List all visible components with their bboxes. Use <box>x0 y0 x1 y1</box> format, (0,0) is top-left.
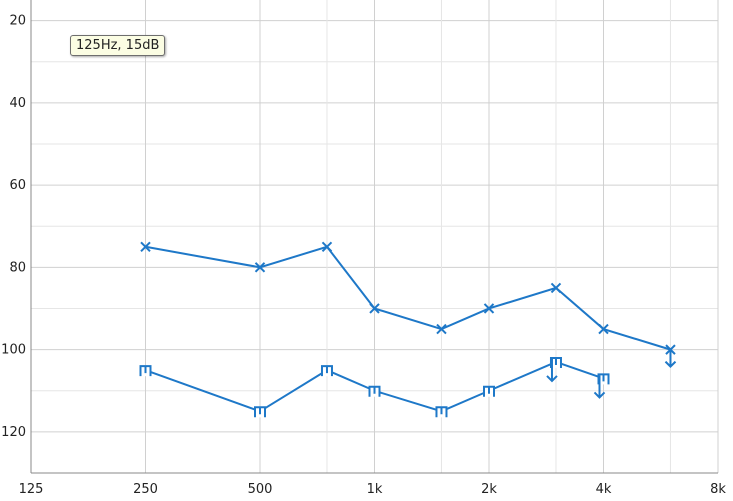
chart-grid <box>30 0 719 473</box>
y-tick-label: 100 <box>1 343 26 358</box>
x-tick-label: 500 <box>248 482 273 497</box>
bracket-marker <box>549 356 562 368</box>
x-tick-label: 4k <box>596 482 612 497</box>
x-marker-stroke <box>598 323 609 335</box>
y-tick-label: 60 <box>9 178 26 193</box>
bracket-marker <box>139 365 152 377</box>
bracket-marker <box>483 385 495 397</box>
x-marker-stroke <box>436 323 447 335</box>
x-marker <box>436 323 447 335</box>
bracket-marker-stroke <box>139 365 152 377</box>
series-line <box>145 360 604 413</box>
no-response-arrow <box>664 349 677 369</box>
x-marker <box>369 303 380 314</box>
bracket-marker-stroke <box>549 356 562 368</box>
x-marker-stroke <box>321 241 333 252</box>
x-marker-stroke <box>483 303 495 314</box>
x-marker-stroke <box>140 241 151 252</box>
bracket-marker-stroke <box>483 385 495 397</box>
x-marker <box>550 282 562 294</box>
arrow-head <box>593 391 606 399</box>
x-marker-stroke <box>550 282 562 294</box>
bracket-marker <box>254 406 266 418</box>
no-response-arrow <box>546 358 558 383</box>
bracket-marker <box>320 365 333 377</box>
y-tick-label: 40 <box>9 96 26 111</box>
x-tick-label: 250 <box>133 482 158 497</box>
tooltip: 125Hz, 15dB <box>70 35 166 56</box>
x-marker <box>598 323 609 335</box>
x-marker-stroke <box>369 303 380 314</box>
x-tick-label: 125 <box>19 482 44 497</box>
bracket-marker <box>435 406 448 418</box>
bracket-marker <box>368 385 381 397</box>
no-response-arrow <box>593 375 606 399</box>
x-marker <box>483 303 495 314</box>
x-tick-label: 2k <box>481 482 497 497</box>
x-marker <box>321 241 333 252</box>
arrow-head <box>546 375 558 383</box>
bracket-marker-stroke <box>320 365 333 377</box>
chart-series <box>139 241 677 418</box>
x-tick-label: 8k <box>710 482 726 497</box>
bracket-marker-stroke <box>435 406 448 418</box>
x-marker <box>140 241 151 252</box>
bracket-marker-stroke <box>254 406 266 418</box>
y-tick-label: 120 <box>1 425 26 440</box>
bracket-marker-stroke <box>368 385 381 397</box>
y-tick-label: 80 <box>9 260 26 275</box>
x-marker-stroke <box>254 262 266 273</box>
x-marker <box>254 262 266 273</box>
series-line <box>145 245 671 351</box>
arrow-head <box>664 360 677 369</box>
y-tick-label: 20 <box>9 14 26 29</box>
x-tick-label: 1k <box>367 482 383 497</box>
